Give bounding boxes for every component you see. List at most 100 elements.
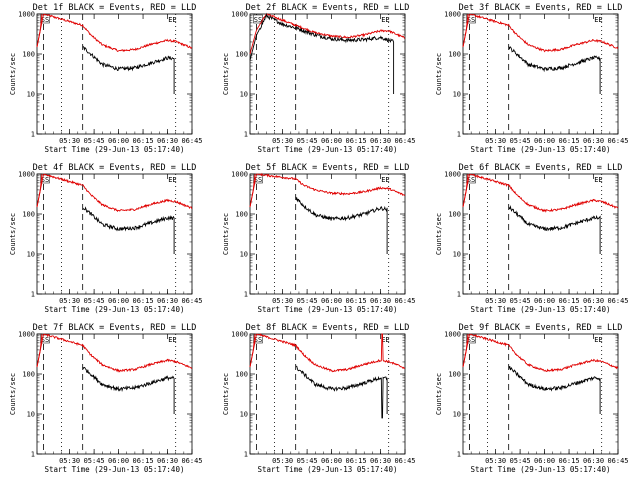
y-tick-label: 1 [244, 451, 248, 459]
events-series-line [82, 206, 175, 254]
events-series-line [508, 46, 601, 94]
events-series-line [82, 366, 175, 414]
lld-series-line [36, 13, 193, 53]
lld-series-line [462, 13, 619, 53]
x-tick-label: 05:45 [84, 297, 105, 305]
start-marker-box [40, 14, 50, 24]
plot-frame [36, 333, 193, 455]
panel-title: Det 9f BLACK = Events, RED = LLD [459, 323, 623, 333]
x-tick-label: 06:30 [583, 137, 604, 145]
plot-frame [462, 13, 619, 135]
y-tick-label: 100 [235, 211, 248, 219]
x-tick-label: 06:00 [534, 457, 555, 465]
y-tick-label: 100 [448, 371, 461, 379]
y-tick-label: 10 [453, 91, 461, 99]
x-tick-label: 06:30 [370, 457, 391, 465]
y-tick-label: 1000 [231, 171, 248, 179]
x-tick-label: 06:15 [559, 457, 580, 465]
plot-frame [462, 333, 619, 455]
detector-panel-6: Det 6f BLACK = Events, RED = LLD Counts/s… [435, 163, 629, 314]
y-tick-label: 1000 [444, 11, 461, 19]
y-tick-label: 10 [240, 91, 248, 99]
x-tick-label: 05:45 [510, 297, 531, 305]
x-tick-label: 05:45 [510, 457, 531, 465]
x-tick-label: 06:15 [346, 137, 367, 145]
end-marker-label: EE [594, 16, 602, 24]
lld-rise-line [249, 333, 256, 368]
y-axis-label: Counts/sec [9, 53, 17, 95]
y-tick-label: 10 [27, 91, 35, 99]
end-marker-label: EE [381, 176, 389, 184]
y-tick-label: 1000 [231, 11, 248, 19]
x-tick-label: 05:45 [84, 137, 105, 145]
x-tick-label: 06:00 [321, 457, 342, 465]
x-tick-label: 05:30 [59, 137, 80, 145]
y-axis-label: Counts/sec [222, 373, 230, 415]
lld-rise-line [36, 333, 43, 368]
end-marker-label: EE [381, 16, 389, 24]
y-tick-label: 1 [457, 451, 461, 459]
events-series-line [508, 366, 601, 414]
y-tick-label: 10 [240, 411, 248, 419]
y-tick-label: 1 [244, 291, 248, 299]
y-axis-label: Counts/sec [9, 213, 17, 255]
y-tick-label: 1000 [18, 331, 35, 339]
x-tick-label: 06:15 [559, 137, 580, 145]
start-marker-label: SS [467, 176, 475, 184]
x-tick-label: 06:30 [157, 457, 178, 465]
y-axis-label: Counts/sec [435, 373, 443, 415]
detector-panel-7: Det 7f BLACK = Events, RED = LLD Counts/s… [9, 323, 203, 474]
x-axis-label: Start Time (29-Jun-13 05:17:40) [45, 465, 185, 474]
panel-title: Det 5f BLACK = Events, RED = LLD [246, 163, 410, 173]
x-tick-label: 05:30 [272, 297, 293, 305]
y-axis-label: Counts/sec [435, 53, 443, 95]
start-marker-box [40, 174, 50, 184]
x-axis-label: Start Time (29-Jun-13 05:17:40) [45, 305, 185, 314]
x-tick-label: 06:00 [534, 137, 555, 145]
plot-frame [36, 13, 193, 135]
detector-panel-1: Det 1f BLACK = Events, RED = LLD Counts/s… [9, 3, 203, 154]
y-tick-label: 1 [31, 451, 35, 459]
plot-frame [249, 333, 406, 455]
x-tick-label: 06:15 [133, 297, 154, 305]
events-series-line [295, 365, 388, 419]
y-tick-label: 10 [453, 411, 461, 419]
events-series-line [295, 196, 388, 254]
lld-series-line [249, 333, 406, 373]
start-marker-box [40, 334, 50, 344]
x-tick-label: 05:30 [59, 457, 80, 465]
x-tick-label: 06:30 [583, 457, 604, 465]
x-axis-label: Start Time (29-Jun-13 05:17:40) [471, 465, 611, 474]
y-tick-label: 1000 [18, 11, 35, 19]
start-marker-label: SS [254, 16, 262, 24]
start-marker-box [466, 14, 476, 24]
y-tick-label: 100 [448, 211, 461, 219]
lld-series-line [462, 333, 619, 373]
y-tick-label: 1000 [444, 331, 461, 339]
x-axis-label: Start Time (29-Jun-13 05:17:40) [258, 305, 398, 314]
x-tick-label: 06:00 [108, 137, 129, 145]
panel-title: Det 7f BLACK = Events, RED = LLD [33, 323, 197, 333]
y-tick-label: 100 [22, 371, 35, 379]
y-tick-label: 1 [31, 291, 35, 299]
x-tick-label: 05:45 [297, 137, 318, 145]
x-tick-label: 06:30 [583, 297, 604, 305]
x-tick-label: 05:45 [297, 297, 318, 305]
x-tick-label: 06:15 [133, 137, 154, 145]
y-tick-label: 100 [448, 51, 461, 59]
x-tick-label: 06:15 [133, 457, 154, 465]
lld-series-line [249, 13, 406, 55]
events-series-line [249, 12, 395, 94]
x-tick-label: 05:30 [59, 297, 80, 305]
lld-series-line [36, 333, 193, 373]
y-tick-label: 10 [240, 251, 248, 259]
y-tick-label: 10 [27, 411, 35, 419]
x-tick-label: 06:00 [534, 297, 555, 305]
lld-rise-line [462, 333, 469, 368]
end-marker-label: EE [168, 336, 176, 344]
y-tick-label: 1000 [18, 171, 35, 179]
x-tick-label: 05:30 [272, 137, 293, 145]
start-marker-label: SS [41, 16, 49, 24]
x-axis-label: Start Time (29-Jun-13 05:17:40) [471, 305, 611, 314]
start-marker-label: SS [254, 176, 262, 184]
